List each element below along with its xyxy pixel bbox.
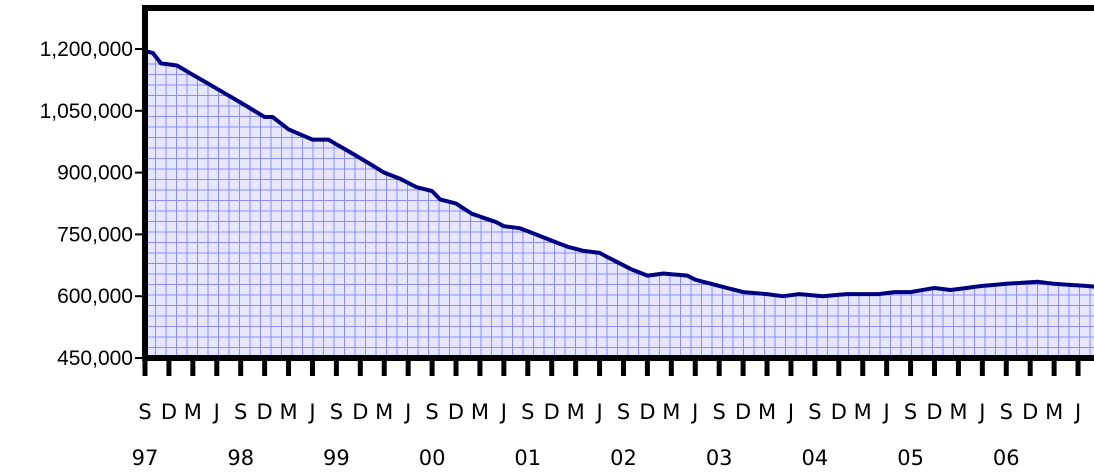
x-year-label: 04 bbox=[802, 446, 829, 470]
x-month-label: S bbox=[1000, 400, 1013, 424]
x-month-label: S bbox=[234, 400, 247, 424]
x-month-label: D bbox=[1022, 400, 1038, 424]
x-month-label: S bbox=[617, 400, 630, 424]
x-month-label: S bbox=[904, 400, 917, 424]
x-month-label: D bbox=[352, 400, 368, 424]
x-month-label: J bbox=[1073, 400, 1081, 424]
x-year-label: 98 bbox=[227, 446, 254, 470]
x-month-label: J bbox=[212, 400, 220, 424]
x-month-label: J bbox=[403, 400, 411, 424]
x-month-label: J bbox=[690, 400, 698, 424]
x-month-label: J bbox=[307, 400, 315, 424]
x-month-label: M bbox=[758, 400, 776, 424]
x-year-label: 03 bbox=[706, 446, 733, 470]
x-month-label: M bbox=[662, 400, 680, 424]
x-month-label: M bbox=[567, 400, 585, 424]
x-month-label: M bbox=[279, 400, 297, 424]
x-month-label: D bbox=[448, 400, 464, 424]
series-area-fill bbox=[145, 51, 1094, 358]
x-month-label: S bbox=[808, 400, 821, 424]
y-axis-ticks: 450,000 600,000 750,000 900,000 1,050,000 1,2… bbox=[40, 38, 145, 370]
x-year-label: 06 bbox=[993, 446, 1020, 470]
y-tick-label: 900,000 bbox=[57, 162, 133, 185]
x-month-label: S bbox=[713, 400, 726, 424]
x-month-label: D bbox=[544, 400, 560, 424]
x-year-label: 05 bbox=[897, 446, 924, 470]
x-month-label: J bbox=[882, 400, 890, 424]
y-tick-label: 450,000 bbox=[57, 347, 133, 370]
x-month-label: M bbox=[375, 400, 393, 424]
y-tick-label: 750,000 bbox=[57, 223, 133, 246]
x-month-label: J bbox=[977, 400, 985, 424]
x-month-label: S bbox=[425, 400, 438, 424]
x-month-label: J bbox=[499, 400, 507, 424]
y-tick-label: 600,000 bbox=[57, 285, 133, 308]
x-month-label: D bbox=[831, 400, 847, 424]
x-month-label: S bbox=[521, 400, 534, 424]
x-month-label: S bbox=[138, 400, 151, 424]
x-month-label: S bbox=[330, 400, 343, 424]
x-month-label: D bbox=[161, 400, 177, 424]
x-month-label: M bbox=[1045, 400, 1063, 424]
x-year-label: 01 bbox=[514, 446, 541, 470]
y-tick-label: 1,200,000 bbox=[40, 38, 133, 61]
x-axis-ticks bbox=[142, 358, 1081, 376]
x-year-label: 97 bbox=[132, 446, 159, 470]
x-year-label: 99 bbox=[323, 446, 350, 470]
x-month-label: D bbox=[639, 400, 655, 424]
x-month-label: M bbox=[471, 400, 489, 424]
x-month-label: D bbox=[257, 400, 273, 424]
x-month-label: D bbox=[926, 400, 942, 424]
x-month-label: J bbox=[594, 400, 602, 424]
x-month-label: J bbox=[786, 400, 794, 424]
x-year-label: 00 bbox=[419, 446, 446, 470]
x-month-label: M bbox=[854, 400, 872, 424]
x-month-label: M bbox=[949, 400, 967, 424]
x-year-label: 02 bbox=[610, 446, 637, 470]
series-line bbox=[144, 49, 1094, 299]
x-month-label: M bbox=[184, 400, 202, 424]
x-month-label: D bbox=[735, 400, 751, 424]
y-tick-label: 1,050,000 bbox=[40, 100, 133, 123]
